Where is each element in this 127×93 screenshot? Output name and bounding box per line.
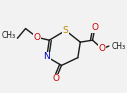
Text: O: O xyxy=(91,23,98,32)
Text: S: S xyxy=(63,26,68,35)
Text: O: O xyxy=(99,44,106,53)
Text: O: O xyxy=(52,74,59,84)
Text: CH₃: CH₃ xyxy=(2,31,16,40)
Text: N: N xyxy=(43,52,50,61)
Text: CH₃: CH₃ xyxy=(111,41,125,50)
Text: O: O xyxy=(34,33,41,42)
